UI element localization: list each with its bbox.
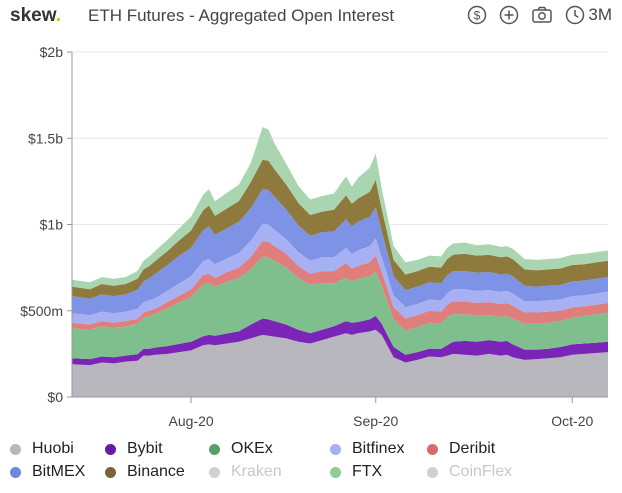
legend-swatch <box>10 443 21 455</box>
chart-header: skew. ETH Futures - Aggregated Open Inte… <box>0 0 622 32</box>
legend-label: Bybit <box>127 440 163 457</box>
y-tick-label: $1b <box>40 217 64 233</box>
area-series-binance[interactable] <box>72 159 608 299</box>
chart-title: ETH Futures - Aggregated Open Interest <box>88 6 395 25</box>
area-series-deribit[interactable] <box>72 240 608 331</box>
legend-swatch <box>330 466 341 478</box>
legend-swatch <box>105 443 116 455</box>
legend-swatch <box>10 466 21 478</box>
legend-swatch <box>209 466 220 478</box>
camera-icon[interactable] <box>531 5 553 25</box>
time-range-button[interactable]: 3M <box>565 5 612 25</box>
legend-label: Kraken <box>231 463 282 480</box>
legend-swatch <box>330 443 341 455</box>
toolbar: $ 3M <box>455 5 612 25</box>
legend-swatch <box>105 466 116 478</box>
legend-swatch <box>209 443 220 455</box>
y-tick-label: $2b <box>40 44 64 60</box>
legend-item-binance[interactable]: Binance <box>105 463 185 481</box>
svg-text:$: $ <box>474 9 481 23</box>
chart-legend: Huobi Bybit OKEx Bitfinex Deribit BitMEX Binan… <box>10 440 620 490</box>
skew-logo[interactable]: skew. <box>10 5 61 27</box>
legend-item-ftx[interactable]: FTX <box>330 463 382 481</box>
legend-label: FTX <box>352 463 383 480</box>
area-series-group <box>72 127 608 397</box>
legend-label: Huobi <box>32 440 74 457</box>
dollar-icon[interactable]: $ <box>467 5 487 25</box>
legend-label: Deribit <box>449 440 496 457</box>
area-series-bitfinex[interactable] <box>72 223 608 325</box>
x-tick-label: Sep-20 <box>353 413 398 429</box>
time-range-label: 3M <box>588 5 612 24</box>
legend-item-bybit[interactable]: Bybit <box>105 440 163 458</box>
legend-label: OKEx <box>231 440 273 457</box>
legend-label: BitMEX <box>32 463 86 480</box>
y-tick-label: $0 <box>47 389 63 405</box>
logo-dot: . <box>55 5 62 26</box>
legend-item-okex[interactable]: OKEx <box>209 440 273 458</box>
legend-item-bitmex[interactable]: BitMEX <box>10 463 85 481</box>
legend-item-kraken[interactable]: Kraken <box>209 463 282 481</box>
legend-label: CoinFlex <box>449 463 513 480</box>
legend-label: Bitfinex <box>352 440 405 457</box>
legend-item-coinflex[interactable]: CoinFlex <box>427 463 512 481</box>
x-tick-label: Oct-20 <box>551 413 593 429</box>
y-tick-label: $1.5b <box>28 130 63 146</box>
legend-swatch <box>427 443 438 455</box>
plus-icon[interactable] <box>499 5 519 25</box>
area-series-bybit[interactable] <box>72 315 608 366</box>
legend-item-bitfinex[interactable]: Bitfinex <box>330 440 404 458</box>
logo-text: skew <box>10 5 56 26</box>
area-series-okex[interactable] <box>72 256 608 360</box>
clock-icon <box>566 5 585 25</box>
y-tick-label: $500m <box>20 303 63 319</box>
area-series-bitmex[interactable] <box>72 189 608 316</box>
area-series-huobi[interactable] <box>72 329 608 397</box>
legend-swatch <box>427 466 438 478</box>
legend-item-huobi[interactable]: Huobi <box>10 440 74 458</box>
legend-item-deribit[interactable]: Deribit <box>427 440 495 458</box>
legend-label: Binance <box>127 463 185 480</box>
area-series-ftx[interactable] <box>72 127 608 290</box>
x-tick-label: Aug-20 <box>169 413 214 429</box>
